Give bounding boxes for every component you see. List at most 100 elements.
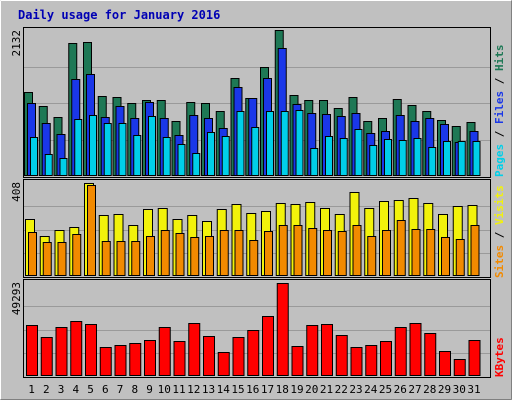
bar-pages-day-8 [133,135,142,176]
panel-visits-frame [23,179,491,278]
bar-sites-day-28 [426,229,436,276]
legend-kbytes-panel: KBytes [493,337,506,377]
bar-sites-day-3 [57,242,67,276]
x-tick-label: 7 [117,383,124,396]
kbytes-ymax-label: 49293 [10,282,23,315]
bar-kbytes-day-27 [409,323,422,376]
bar-pages-day-24 [369,145,378,176]
x-tick-label: 18 [276,383,289,396]
bar-pages-day-3 [59,158,68,176]
bar-pages-day-22 [339,138,348,176]
bar-sites-day-29 [441,237,450,276]
bar-sites-day-19 [293,225,303,276]
bar-kbytes-day-14 [217,352,230,376]
bar-kbytes-day-21 [321,324,333,376]
bar-sites-day-20 [308,228,318,276]
bar-sites-day-30 [455,239,465,276]
bar-kbytes-day-5 [85,324,97,376]
x-tick-label: 14 [217,383,231,396]
bar-pages-day-12 [192,153,201,176]
bar-sites-day-13 [205,236,214,276]
legend-hits-panel: Pages / Files / Hits [493,45,506,178]
bar-sites-day-15 [234,230,244,276]
bar-sites-day-25 [382,230,391,276]
bar-pages-day-28 [428,147,437,176]
bar-pages-day-4 [74,119,83,176]
bar-kbytes-day-7 [114,345,127,376]
bar-pages-day-15 [236,111,245,176]
bar-pages-day-14 [221,136,230,176]
bar-sites-day-23 [352,225,362,276]
bar-sites-day-31 [470,225,480,276]
bar-kbytes-day-20 [306,325,319,376]
bar-kbytes-day-26 [394,327,407,376]
bar-kbytes-day-3 [55,327,68,376]
bar-pages-day-1 [30,137,38,176]
bar-pages-day-10 [162,137,171,176]
x-tick-label: 8 [131,383,138,396]
hits-ymax-label: 2132 [10,30,23,57]
x-tick-label: 29 [438,383,451,396]
legend-kbytes: KBytes [493,337,506,377]
x-tick-label: 28 [423,383,436,396]
bar-sites-day-22 [337,231,347,276]
x-tick-label: 23 [349,383,362,396]
bar-pages-day-6 [103,123,112,176]
legend-sites: Sites [493,245,506,278]
bar-pages-day-25 [384,139,392,176]
bar-pages-day-2 [44,154,53,176]
bar-kbytes-day-23 [350,347,363,376]
x-tick-label: 2 [43,383,50,396]
bar-pages-day-19 [295,110,304,176]
bar-sites-day-24 [367,236,377,276]
bar-kbytes-day-30 [453,359,466,376]
chart-title: Daily usage for January 2016 [18,8,220,22]
x-tick-label: 26 [394,383,407,396]
bar-sites-day-4 [72,234,82,276]
bar-sites-day-11 [175,233,185,276]
x-tick-label: 3 [58,383,65,396]
bar-kbytes-day-1 [26,325,38,376]
x-tick-label: 16 [246,383,259,396]
x-tick-label: 24 [364,383,378,396]
x-tick-label: 13 [202,383,215,396]
x-tick-label: 21 [320,383,333,396]
bar-kbytes-day-10 [158,327,171,376]
bar-pages-day-20 [310,148,319,176]
x-axis-labels: 1 2 3 4 5 6 7 8 9 10 11 12 13 14 15 16 17 18 19 20 21 22 23 24 2… [28,383,480,396]
x-tick-label: 9 [146,383,153,396]
legend-pages: Pages [493,144,506,177]
bar-kbytes-day-12 [188,323,201,376]
x-tick-label: 19 [290,383,303,396]
legend-sep-2: / [493,71,506,91]
legend-files: Files [493,91,506,124]
bar-kbytes-day-8 [129,343,142,376]
bar-sites-day-17 [264,231,273,276]
bar-pages-day-21 [325,136,333,176]
chart-bars [24,30,490,376]
bar-pages-day-5 [89,115,97,176]
visits-ymax-label: 408 [10,182,23,202]
bar-kbytes-day-25 [380,341,392,376]
bar-kbytes-day-11 [173,341,186,376]
bar-pages-day-16 [251,127,260,176]
x-tick-label: 15 [231,383,244,396]
x-tick-label: 20 [305,383,318,396]
bar-sites-day-16 [249,240,259,276]
bar-pages-day-13 [207,132,215,176]
bar-pages-day-30 [457,141,466,176]
bar-sites-day-5 [87,185,96,276]
bar-kbytes-day-9 [144,340,156,376]
x-tick-label: 5 [87,383,94,396]
bar-sites-day-6 [101,241,111,276]
bar-kbytes-day-29 [439,351,451,376]
legend-visits: Visits [493,185,506,225]
x-tick-label: 1 [28,383,35,396]
x-tick-label: 11 [172,383,185,396]
panel-kbytes-frame [23,279,491,378]
bar-sites-day-10 [160,230,170,276]
bar-sites-day-12 [190,237,200,276]
bar-sites-day-8 [131,241,141,276]
bar-sites-day-2 [42,242,52,276]
